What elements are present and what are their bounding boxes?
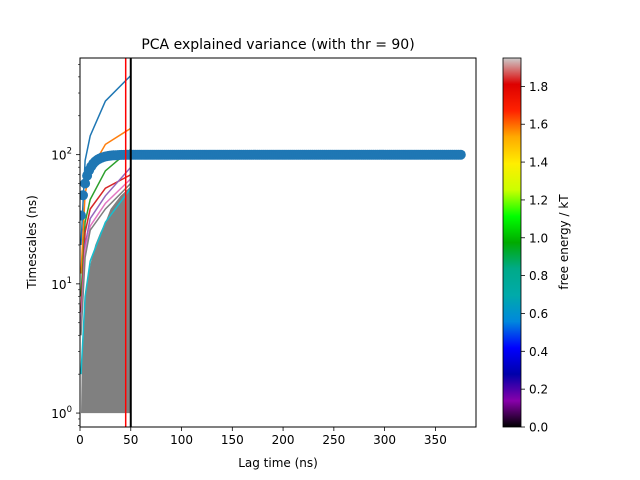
- scatter-point: [80, 178, 91, 189]
- y-axis: 100 101 102: [51, 64, 80, 426]
- y-tick-label: 101: [51, 276, 72, 292]
- scatter-point: [80, 210, 86, 221]
- colorbar-gradient: [502, 57, 522, 428]
- colorbar-tick-label: 1.0: [529, 231, 548, 245]
- x-tick-label: 350: [424, 433, 447, 447]
- timescale-line-8: [80, 187, 132, 375]
- x-tick-label: 50: [123, 433, 138, 447]
- x-axis: 0 50 100 150 200 250 300 350: [76, 427, 447, 447]
- x-axis-label: Lag time (ns): [238, 456, 318, 470]
- scatter-point: [455, 149, 466, 160]
- colorbar-tick-label: 0.2: [529, 383, 548, 397]
- plot-frame: [79, 57, 477, 428]
- colorbar-tick-label: 1.8: [529, 80, 548, 94]
- colorbar-tick-label: 0.0: [529, 421, 548, 435]
- x-tick-label: 100: [170, 433, 193, 447]
- colorbar-tick-label: 1.2: [529, 193, 548, 207]
- chart-title: PCA explained variance (with thr = 90): [141, 37, 414, 53]
- timescale-line-1: [80, 74, 132, 246]
- colorbar-tick-label: 0.4: [529, 345, 548, 359]
- timescale-line-7: [80, 182, 132, 336]
- y-tick-label: 100: [51, 405, 72, 421]
- colorbar-label: free energy / kT: [557, 194, 571, 290]
- x-tick-label: 300: [373, 433, 396, 447]
- shaded-region: [81, 186, 131, 414]
- colorbar-tick-label: 1.4: [529, 156, 548, 170]
- colorbar-tick-label: 0.8: [529, 269, 548, 283]
- y-axis-label: Timescales (ns): [25, 195, 39, 290]
- y-tick-label: 102: [51, 147, 72, 163]
- x-tick-label: 0: [76, 433, 84, 447]
- plot-area: [80, 58, 466, 427]
- colorbar-tick-label: 1.6: [529, 118, 548, 132]
- scatter-point: [80, 190, 88, 201]
- colorbar: 0.0 0.2 0.4 0.6 0.8 1.0 1.2 1.4 1.6 1.8: [502, 57, 548, 435]
- x-tick-label: 200: [272, 433, 295, 447]
- x-tick-label: 250: [322, 433, 345, 447]
- colorbar-tick-label: 0.6: [529, 307, 548, 321]
- scatter-series: [80, 149, 466, 221]
- x-tick-label: 150: [221, 433, 244, 447]
